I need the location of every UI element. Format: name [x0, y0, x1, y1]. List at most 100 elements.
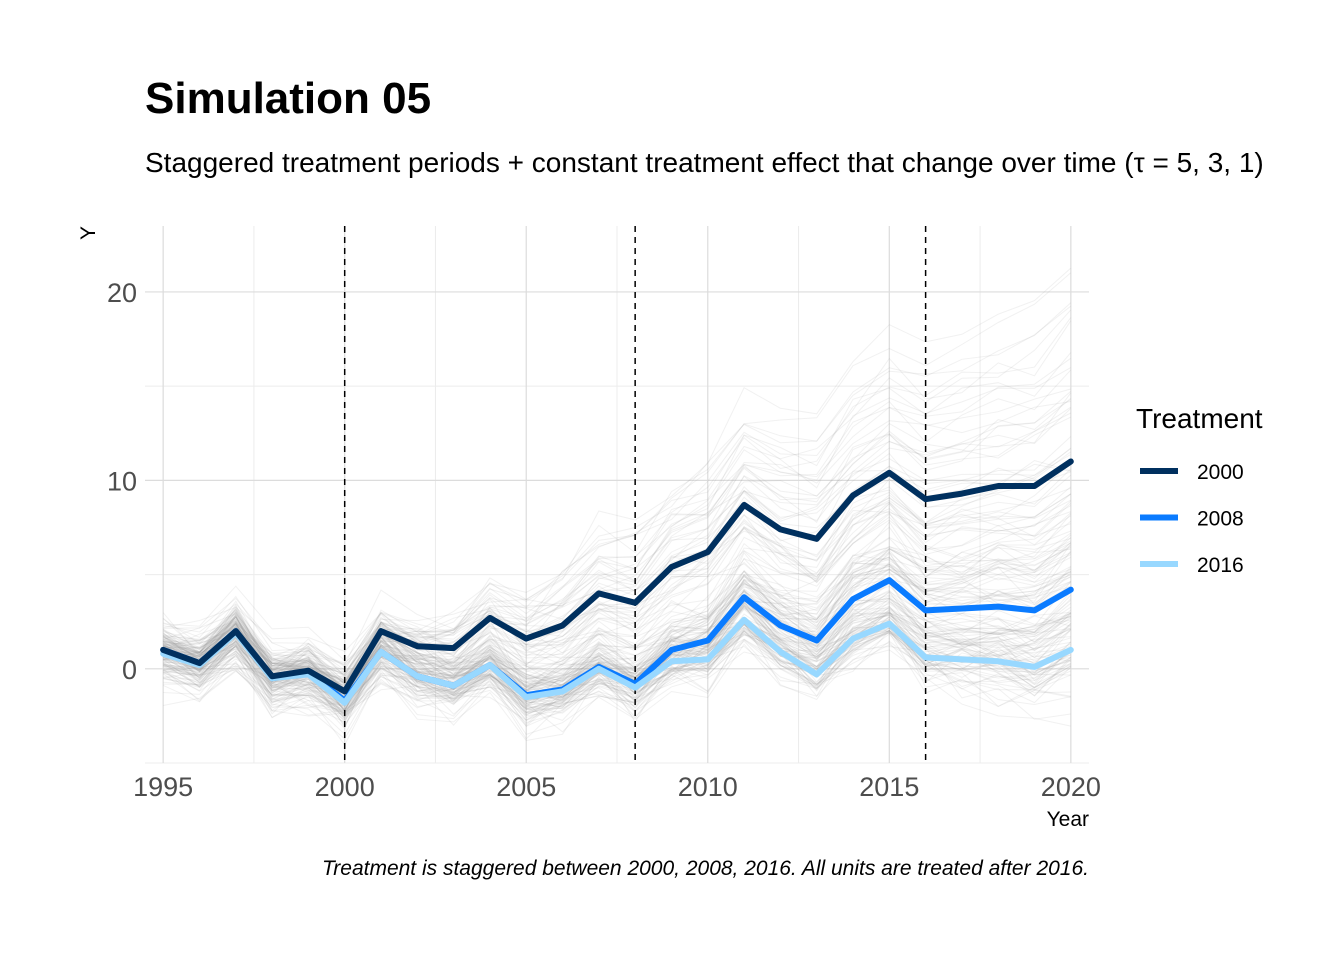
unit-trajectory-line [163, 638, 1072, 715]
unit-trajectory-line [163, 267, 1072, 685]
treatment-year-markers [343, 226, 927, 763]
unit-trajectory-line [162, 607, 1072, 714]
unit-trajectory-line [163, 505, 1072, 690]
unit-trajectory-line [162, 512, 1072, 711]
unit-trajectory-line [163, 369, 1072, 698]
unit-trajectory-line [163, 551, 1071, 715]
unit-trajectory-line [162, 399, 1072, 698]
unit-trajectory-line [163, 320, 1072, 689]
chart-title: Simulation 05 [145, 74, 431, 123]
unit-trajectory-line [162, 416, 1072, 678]
unit-trajectory-line [162, 569, 1071, 699]
x-tick-label: 2015 [859, 772, 919, 802]
unit-trajectory-line [162, 454, 1072, 684]
unit-trajectory-line [162, 616, 1072, 717]
unit-trajectory-line [162, 474, 1072, 686]
unit-trajectory-line [163, 352, 1072, 671]
y-axis-title: Y [77, 226, 100, 240]
unit-trajectory-line [163, 305, 1072, 684]
legend-label: 2008 [1197, 508, 1244, 531]
unit-trajectory-line [163, 603, 1072, 691]
legend-label: 2000 [1197, 461, 1244, 484]
unit-trajectory-line [162, 633, 1072, 715]
unit-trajectory-line [163, 513, 1071, 696]
unit-trajectory-line [162, 499, 1072, 684]
unit-trajectory-line [163, 357, 1072, 713]
unit-trajectory-line [162, 542, 1072, 688]
unit-trajectory-line [162, 309, 1072, 719]
unit-trajectory-line [163, 448, 1072, 688]
unit-trajectory-line [163, 582, 1071, 662]
unit-trajectory-line [163, 486, 1072, 675]
unit-trajectory-line [163, 598, 1071, 687]
x-tick-label: 2010 [678, 772, 738, 802]
x-axis-title: Year [1047, 808, 1089, 831]
chart-subtitle: Staggered treatment periods + constant t… [145, 147, 1264, 178]
unit-trajectory-line [163, 487, 1071, 682]
unit-trajectory-line [163, 406, 1072, 666]
unit-trajectory-line [163, 621, 1072, 726]
unit-trajectory-line [162, 500, 1072, 669]
unit-trajectory-line [163, 552, 1072, 723]
unit-trajectory-line [163, 562, 1072, 686]
legend-label: 2016 [1197, 554, 1244, 577]
x-tick-label: 2020 [1041, 772, 1101, 802]
unit-trajectory-line [163, 602, 1072, 694]
unit-trajectory-line [163, 401, 1071, 670]
series-line-2016 [160, 616, 1074, 706]
y-axis-ticks: 0 10 20 [107, 278, 137, 685]
unit-trajectory-line [162, 621, 1072, 719]
unit-trajectory-line [162, 463, 1071, 684]
unit-trajectory-line [163, 582, 1072, 678]
unit-trajectory-line [163, 607, 1071, 719]
unit-trajectory-line [163, 595, 1071, 682]
chart-caption: Treatment is staggered between 2000, 200… [322, 857, 1089, 880]
unit-trajectory-line [162, 622, 1072, 708]
unit-trajectory-line [163, 629, 1071, 733]
unit-trajectory-line [163, 563, 1072, 682]
unit-trajectory-line [162, 272, 1072, 701]
series-lines [160, 458, 1074, 706]
unit-trajectory-line [163, 620, 1072, 725]
unit-trajectory-line [163, 577, 1071, 668]
unit-trajectory-line [163, 548, 1072, 683]
series-line-2000 [160, 458, 1074, 695]
x-tick-label: 2005 [496, 772, 556, 802]
unit-trajectory-line [163, 459, 1071, 681]
legend: Treatment 2000 2008 2016 [1136, 403, 1263, 577]
unit-trajectory-line [162, 543, 1072, 700]
y-tick-label: 10 [107, 466, 137, 496]
y-tick-label: 0 [122, 655, 137, 685]
unit-trajectory-line [163, 561, 1071, 711]
unit-trajectory-line [163, 554, 1072, 723]
unit-trajectory-line [163, 598, 1072, 708]
legend-title: Treatment [1136, 403, 1263, 434]
unit-trajectory-line [162, 471, 1071, 708]
unit-trajectory-line [162, 537, 1072, 717]
unit-trajectory-line [162, 643, 1072, 735]
unit-trajectory-line [163, 568, 1072, 690]
unit-trajectory-line [162, 630, 1072, 723]
unit-trajectory-line [163, 589, 1072, 682]
unit-trajectory-line [163, 408, 1072, 709]
unit-trajectory-line [163, 605, 1072, 699]
unit-trajectory-line [163, 571, 1072, 713]
unit-trajectory-line [162, 493, 1072, 682]
unit-trajectory-line [163, 582, 1072, 727]
unit-trajectory-line [163, 511, 1071, 719]
unit-trajectory-line [162, 542, 1072, 740]
unit-trajectory-line [162, 388, 1071, 696]
unit-trajectory-line [163, 608, 1071, 746]
unit-trajectory-line [163, 512, 1072, 694]
unit-trajectory-line [163, 562, 1071, 696]
unit-trajectory-line [162, 486, 1072, 730]
x-axis-ticks: 1995 2000 2005 2010 2015 2020 [133, 772, 1101, 802]
unit-trajectory-line [162, 565, 1072, 678]
unit-trajectory-line [162, 565, 1072, 696]
y-tick-label: 20 [107, 278, 137, 308]
unit-trajectory-line [163, 608, 1071, 693]
unit-trajectory-line [163, 596, 1071, 690]
x-tick-label: 2000 [315, 772, 375, 802]
unit-trajectory-line [163, 598, 1071, 680]
